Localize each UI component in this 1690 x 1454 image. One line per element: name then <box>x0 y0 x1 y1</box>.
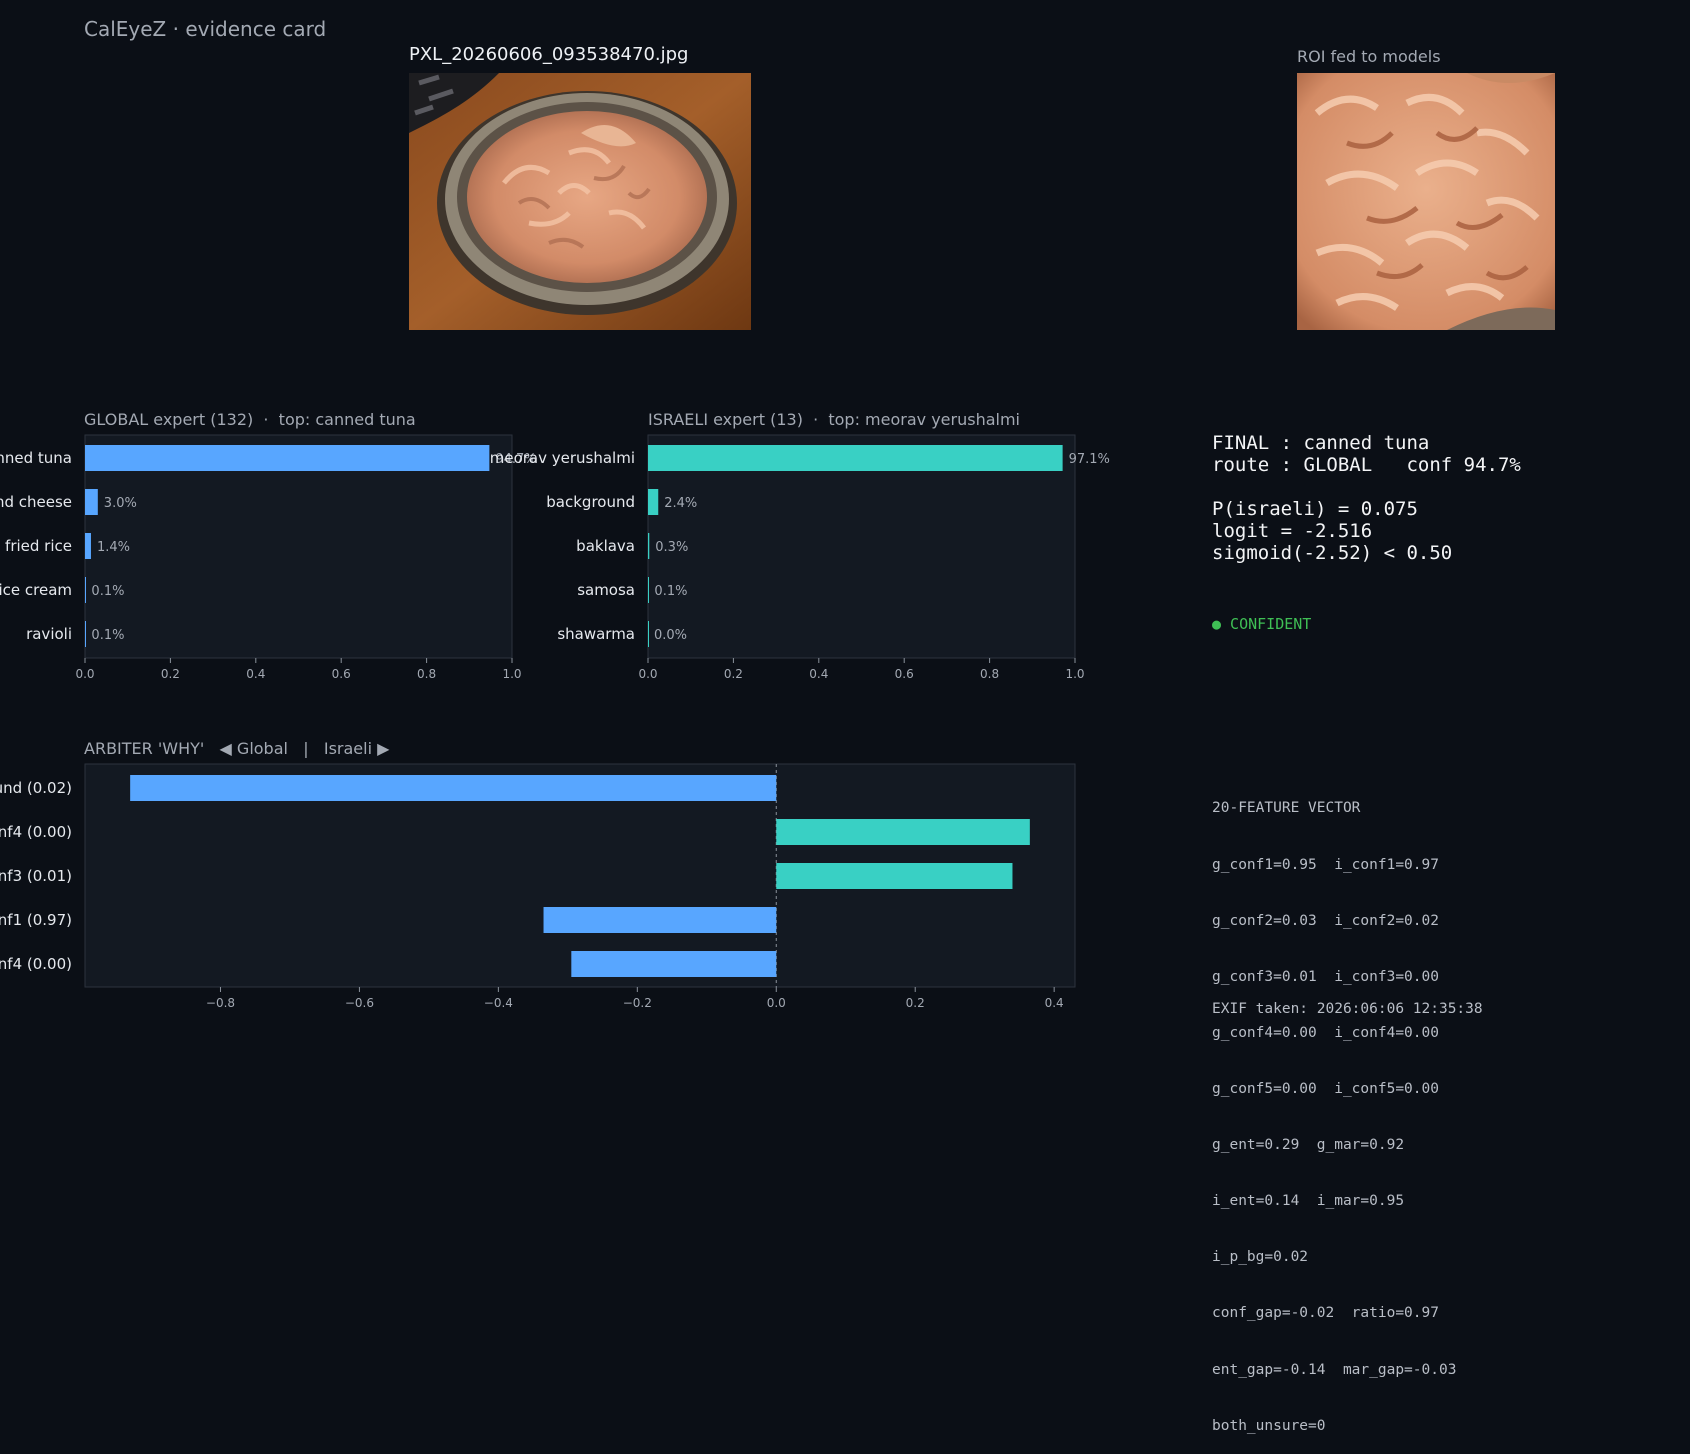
global-value-label: 0.1% <box>91 628 124 643</box>
feature-line: g_conf3=0.01 i_conf3=0.00 <box>1212 968 1439 985</box>
feature-line: conf_gap=-0.02 ratio=0.97 <box>1212 1305 1439 1322</box>
arbiter-category-label: i_p_background (0.02) <box>0 779 72 798</box>
global-tick-label: 0.2 <box>161 667 180 681</box>
feature-line: g_ent=0.29 g_mar=0.92 <box>1212 1137 1405 1154</box>
final-decision: FINAL : canned tuna route : GLOBAL conf 9… <box>1212 432 1521 564</box>
feature-line: g_conf2=0.03 i_conf2=0.02 <box>1212 912 1439 929</box>
arbiter-bar <box>543 907 777 933</box>
route-label: route : GLOBAL conf 94.7% <box>1212 454 1521 476</box>
israeli-category-label: shawarma <box>557 625 635 643</box>
logit-label: logit = -2.516 <box>1212 520 1373 542</box>
arbiter-tick-label: 0.4 <box>1045 996 1064 1010</box>
israeli-tick-label: 0.8 <box>980 667 999 681</box>
global-category-label: macaroni and cheese <box>0 493 72 511</box>
israeli-value-label: 0.1% <box>654 584 687 599</box>
israeli-bar <box>648 577 649 603</box>
feature-line: ent_gap=-0.14 mar_gap=-0.03 <box>1212 1361 1457 1378</box>
israeli-bar <box>648 533 650 559</box>
food-photo <box>409 73 751 330</box>
arbiter-bar <box>776 863 1013 889</box>
israeli-category-label: samosa <box>577 581 635 599</box>
israeli-tick-label: 0.6 <box>895 667 914 681</box>
sigmoid-label: sigmoid(-2.52) < 0.50 <box>1212 542 1453 564</box>
final-label: FINAL : canned tuna <box>1212 432 1430 454</box>
global-panel-title: GLOBAL expert (132) · top: canned tuna <box>84 410 416 429</box>
global-tick-label: 0.0 <box>75 667 94 681</box>
roi-title: ROI fed to models <box>1297 47 1441 66</box>
status-badge: ● CONFIDENT <box>1212 615 1312 633</box>
israeli-value-label: 0.0% <box>654 628 687 643</box>
app-title: CalEyeZ · evidence card <box>84 17 327 41</box>
feature-line: g_conf1=0.95 i_conf1=0.97 <box>1212 856 1439 873</box>
global-category-label: fried rice <box>5 537 72 555</box>
arbiter-bar <box>776 819 1030 845</box>
feature-line: i_ent=0.14 i_mar=0.95 <box>1212 1193 1405 1210</box>
global-category-label: ravioli <box>26 625 72 643</box>
arbiter-tick-label: −0.6 <box>345 996 374 1010</box>
feature-line: g_conf5=0.00 i_conf5=0.00 <box>1212 1080 1439 1097</box>
feature-vector-title: 20-FEATURE VECTOR <box>1212 800 1361 817</box>
arbiter-category-label: g_conf4 (0.00) <box>0 823 72 842</box>
global-plot-area <box>84 434 513 659</box>
feature-vector: 20-FEATURE VECTOR g_conf1=0.95 i_conf1=0… <box>1212 762 1456 1454</box>
global-tick-label: 0.8 <box>417 667 436 681</box>
roi-image <box>1297 73 1555 330</box>
feature-line: i_p_bg=0.02 <box>1212 1249 1309 1266</box>
global-bar <box>85 533 91 559</box>
arbiter-tick-label: −0.2 <box>623 996 652 1010</box>
arbiter-tick-label: −0.4 <box>484 996 513 1010</box>
israeli-bar <box>648 621 649 647</box>
global-value-label: 0.1% <box>91 584 124 599</box>
israeli-value-label: 0.3% <box>655 540 688 555</box>
israeli-tick-label: 0.4 <box>809 667 828 681</box>
israeli-category-label: meorav yerushalmi <box>490 449 635 467</box>
photo-filename: PXL_20260606_093538470.jpg <box>409 44 689 65</box>
arbiter-panel-title: ARBITER 'WHY' ◀ Global | Israeli ▶ <box>84 739 390 758</box>
arbiter-tick-label: −0.8 <box>206 996 235 1010</box>
israeli-bar <box>648 445 1063 471</box>
israeli-tick-label: 0.0 <box>638 667 657 681</box>
israeli-category-label: baklava <box>576 537 635 555</box>
global-value-label: 3.0% <box>104 496 137 511</box>
global-value-label: 1.4% <box>97 540 130 555</box>
israeli-category-label: background <box>546 493 635 511</box>
global-bar <box>85 621 86 647</box>
israeli-bar <box>648 489 659 515</box>
arbiter-bar <box>130 775 777 801</box>
arbiter-category-label: i_conf1 (0.97) <box>0 911 72 930</box>
global-tick-label: 1.0 <box>502 667 521 681</box>
exif-timestamp: EXIF taken: 2026:06:06 12:35:38 <box>1212 1001 1483 1017</box>
israeli-value-label: 97.1% <box>1069 452 1110 467</box>
global-bar <box>85 489 98 515</box>
global-tick-label: 0.4 <box>246 667 265 681</box>
p-israeli-label: P(israeli) = 0.075 <box>1212 498 1418 520</box>
arbiter-tick-label: 0.2 <box>906 996 925 1010</box>
global-bar <box>85 445 490 471</box>
global-value-label: 94.7% <box>495 452 536 467</box>
global-bar <box>85 577 86 603</box>
feature-line: both_unsure=0 <box>1212 1417 1326 1434</box>
global-category-label: ice cream <box>0 581 72 599</box>
arbiter-tick-label: 0.0 <box>767 996 786 1010</box>
feature-line: g_conf4=0.00 i_conf4=0.00 <box>1212 1024 1439 1041</box>
israeli-plot-area <box>647 434 1076 659</box>
israeli-tick-label: 0.2 <box>724 667 743 681</box>
arbiter-category-label: i_conf4 (0.00) <box>0 955 72 974</box>
israeli-value-label: 2.4% <box>664 496 697 511</box>
israeli-panel-title: ISRAELI expert (13) · top: meorav yerush… <box>648 410 1020 429</box>
arbiter-category-label: g_conf3 (0.01) <box>0 867 72 886</box>
israeli-tick-label: 1.0 <box>1065 667 1084 681</box>
global-tick-label: 0.6 <box>332 667 351 681</box>
arbiter-bar <box>571 951 777 977</box>
global-category-label: canned tuna <box>0 449 72 467</box>
global-expert-chart: 0.0 0.2 0.4 0.6 0.8 1.0 canned tuna 94.7% macaro… <box>0 434 1110 1010</box>
